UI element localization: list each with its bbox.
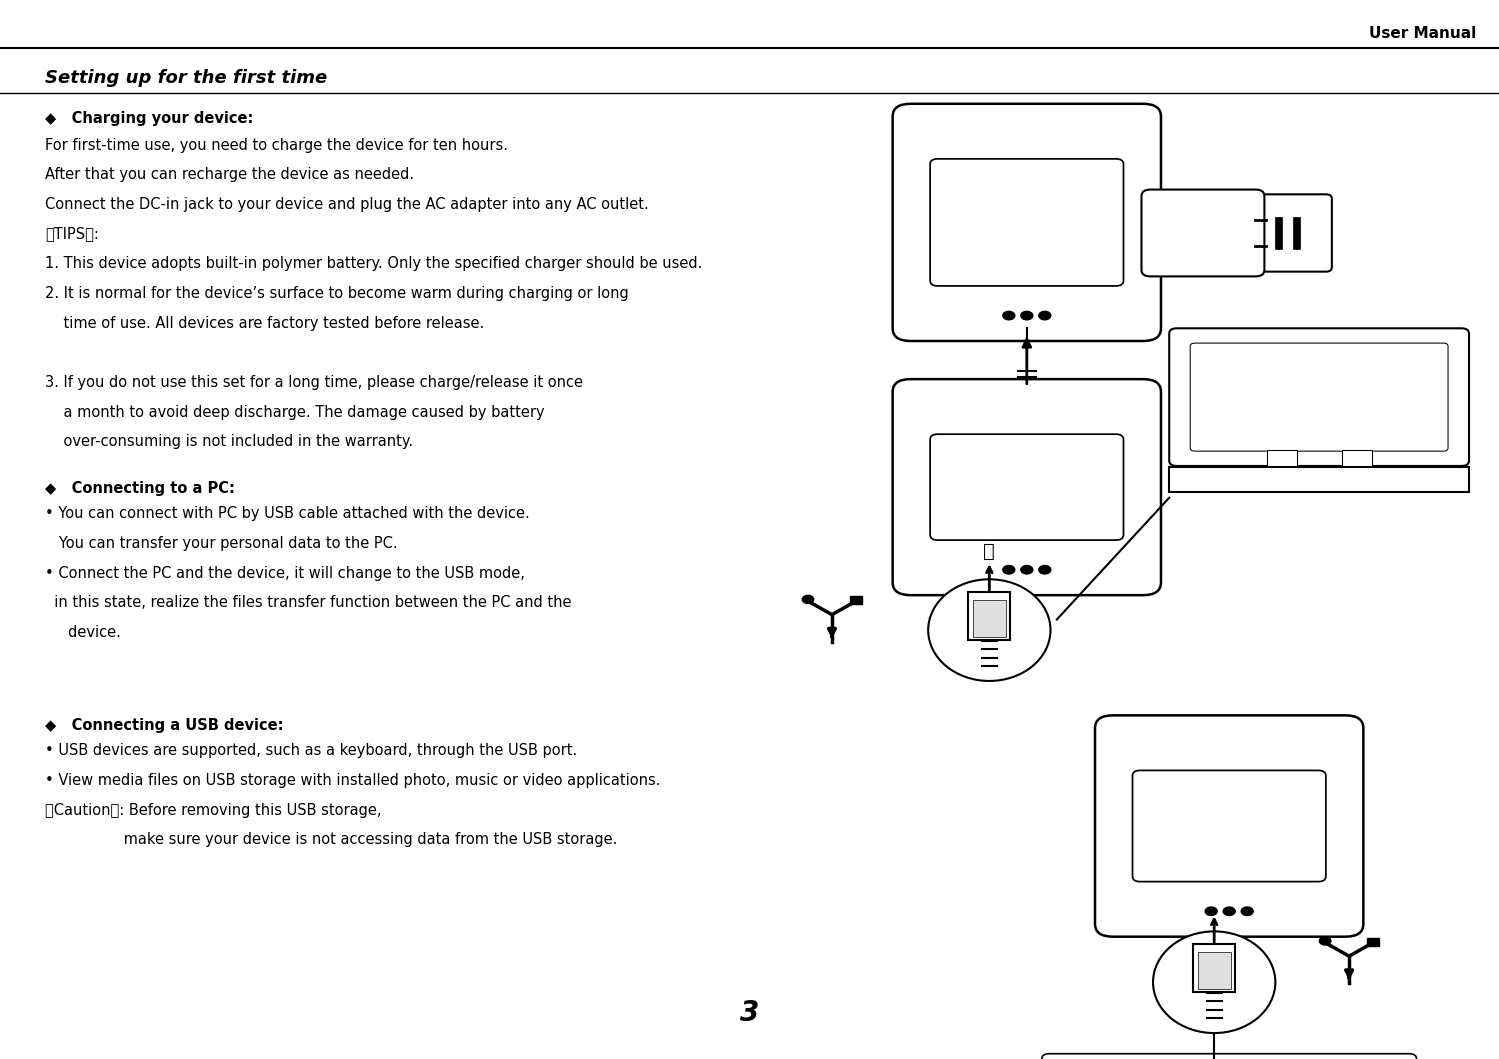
Bar — [1292, 217, 1301, 249]
Circle shape — [802, 595, 814, 604]
Text: 3. If you do not use this set for a long time, please charge/release it once: 3. If you do not use this set for a long… — [45, 375, 583, 390]
Bar — [1367, 938, 1379, 946]
Text: User Manual: User Manual — [1369, 26, 1477, 41]
FancyBboxPatch shape — [1142, 190, 1264, 276]
Bar — [1274, 217, 1283, 249]
FancyBboxPatch shape — [893, 379, 1160, 595]
Circle shape — [1241, 907, 1253, 915]
Text: 3: 3 — [741, 1000, 758, 1027]
Circle shape — [1205, 907, 1217, 915]
Text: You can transfer your personal data to the PC.: You can transfer your personal data to t… — [45, 536, 397, 551]
Text: 1. This device adopts built-in polymer battery. Only the specified charger shoul: 1. This device adopts built-in polymer b… — [45, 256, 703, 271]
Text: Setting up for the first time: Setting up for the first time — [45, 69, 327, 87]
FancyBboxPatch shape — [1042, 1054, 1417, 1059]
Circle shape — [1039, 566, 1051, 574]
Text: 【TIPS】:: 【TIPS】: — [45, 227, 99, 241]
Text: Connect the DC-in jack to your device and plug the AC adapter into any AC outlet: Connect the DC-in jack to your device an… — [45, 197, 649, 212]
Circle shape — [1039, 311, 1051, 320]
Bar — [973, 600, 1006, 638]
Text: ◆   Connecting to a PC:: ◆ Connecting to a PC: — [45, 481, 235, 496]
Bar — [850, 596, 862, 605]
Text: ◆   Connecting a USB device:: ◆ Connecting a USB device: — [45, 718, 283, 733]
Text: ⭢: ⭢ — [983, 542, 995, 561]
Bar — [1193, 945, 1235, 991]
FancyBboxPatch shape — [1169, 328, 1469, 466]
FancyBboxPatch shape — [1133, 771, 1325, 881]
Text: over-consuming is not included in the warranty.: over-consuming is not included in the wa… — [45, 434, 414, 449]
Bar — [1267, 450, 1297, 466]
Circle shape — [1319, 937, 1331, 945]
Text: ◆   Charging your device:: ◆ Charging your device: — [45, 111, 253, 126]
FancyBboxPatch shape — [893, 104, 1160, 341]
Circle shape — [1223, 907, 1235, 915]
Text: device.: device. — [45, 625, 121, 640]
Bar — [968, 592, 1010, 640]
FancyBboxPatch shape — [1094, 716, 1364, 936]
Ellipse shape — [1153, 932, 1276, 1034]
Text: • Connect the PC and the device, it will change to the USB mode,: • Connect the PC and the device, it will… — [45, 566, 525, 580]
Text: • You can connect with PC by USB cable attached with the device.: • You can connect with PC by USB cable a… — [45, 506, 529, 521]
Circle shape — [1003, 566, 1015, 574]
FancyBboxPatch shape — [1190, 343, 1448, 451]
Text: • USB devices are supported, such as a keyboard, through the USB port.: • USB devices are supported, such as a k… — [45, 743, 577, 758]
Text: a month to avoid deep discharge. The damage caused by battery: a month to avoid deep discharge. The dam… — [45, 405, 544, 419]
Text: time of use. All devices are factory tested before release.: time of use. All devices are factory tes… — [45, 316, 484, 330]
Text: 2. It is normal for the device’s surface to become warm during charging or long: 2. It is normal for the device’s surface… — [45, 286, 628, 301]
Bar — [1342, 450, 1372, 466]
Text: After that you can recharge the device as needed.: After that you can recharge the device a… — [45, 167, 414, 182]
FancyBboxPatch shape — [929, 434, 1124, 540]
Ellipse shape — [928, 579, 1051, 681]
Bar — [1198, 952, 1231, 989]
FancyBboxPatch shape — [929, 159, 1124, 286]
Bar — [1169, 467, 1469, 492]
Text: For first-time use, you need to charge the device for ten hours.: For first-time use, you need to charge t… — [45, 138, 508, 152]
Text: 【Caution】: Before removing this USB storage,: 【Caution】: Before removing this USB stor… — [45, 803, 381, 818]
Text: in this state, realize the files transfer function between the PC and the: in this state, realize the files transfe… — [45, 595, 571, 610]
FancyBboxPatch shape — [1256, 195, 1333, 271]
Circle shape — [1003, 311, 1015, 320]
Circle shape — [1021, 311, 1033, 320]
Text: • View media files on USB storage with installed photo, music or video applicati: • View media files on USB storage with i… — [45, 773, 661, 788]
Text: make sure your device is not accessing data from the USB storage.: make sure your device is not accessing d… — [45, 832, 618, 847]
Circle shape — [1021, 566, 1033, 574]
